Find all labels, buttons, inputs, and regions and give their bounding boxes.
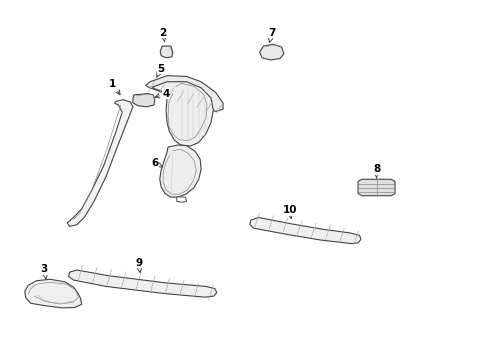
Polygon shape [133,94,155,107]
Polygon shape [146,76,223,111]
Polygon shape [67,100,133,226]
Polygon shape [69,270,217,297]
Polygon shape [358,179,395,196]
Text: 4: 4 [155,89,170,99]
Text: 6: 6 [151,158,162,168]
Text: 8: 8 [373,164,380,178]
Text: 9: 9 [135,258,143,273]
Polygon shape [260,44,284,60]
Text: 10: 10 [283,205,297,219]
Polygon shape [177,197,187,202]
Polygon shape [152,82,213,146]
Polygon shape [25,279,82,308]
Text: 1: 1 [109,78,120,95]
Text: 7: 7 [268,28,275,42]
Text: 3: 3 [41,264,48,279]
Polygon shape [160,145,201,197]
Polygon shape [250,217,361,244]
Polygon shape [160,46,173,58]
Text: 2: 2 [160,28,167,41]
Text: 5: 5 [157,64,165,77]
